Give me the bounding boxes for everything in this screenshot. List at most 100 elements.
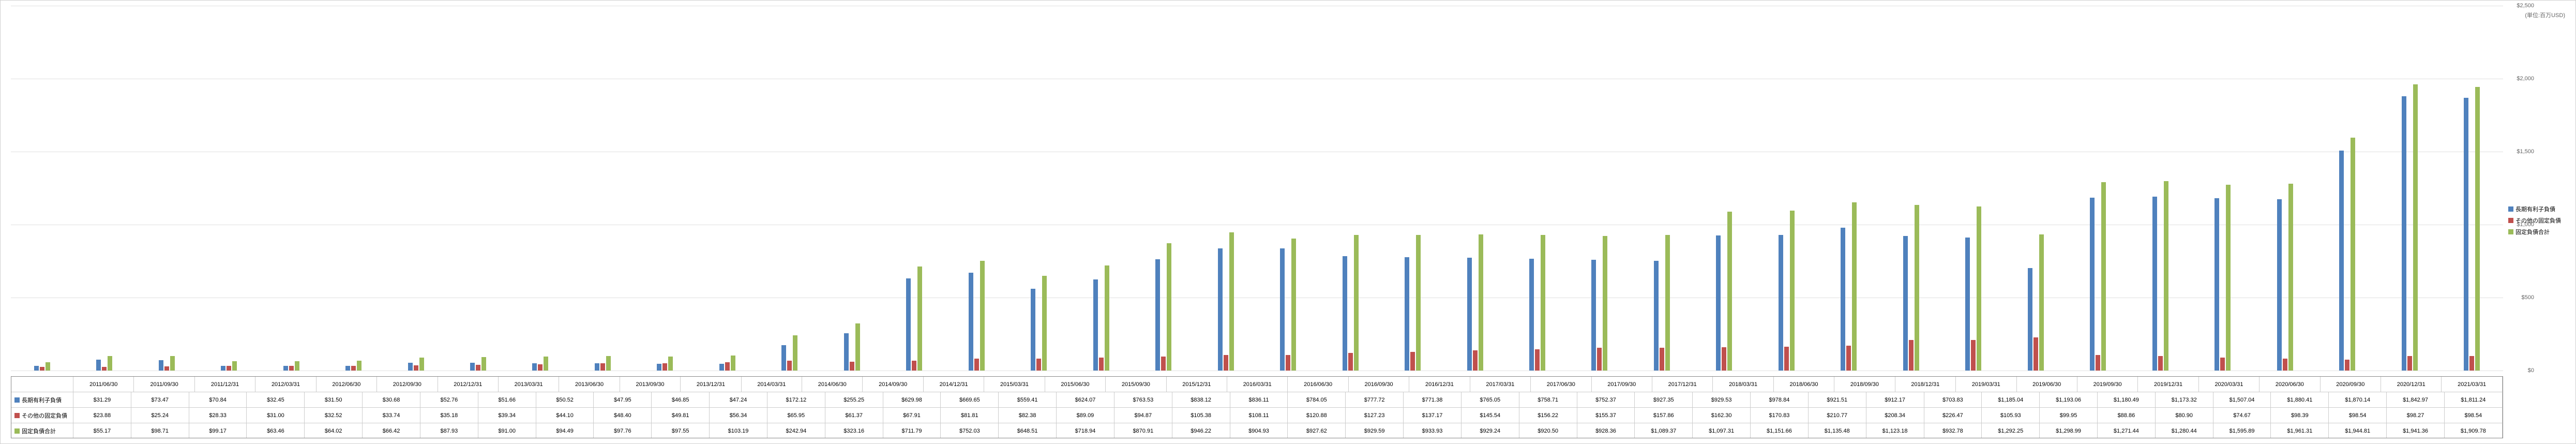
bar[interactable]: [2101, 182, 2106, 371]
bar[interactable]: [2339, 151, 2344, 371]
bar[interactable]: [2028, 268, 2032, 371]
bar[interactable]: [2413, 84, 2418, 371]
bar[interactable]: [1909, 340, 1914, 371]
bar[interactable]: [1654, 261, 1659, 371]
bar[interactable]: [1416, 235, 1421, 371]
bar[interactable]: [1965, 238, 1970, 371]
bar[interactable]: [2464, 98, 2468, 371]
bar[interactable]: [1405, 257, 1409, 371]
bar[interactable]: [295, 361, 299, 371]
bar[interactable]: [2096, 355, 2100, 371]
bar[interactable]: [408, 363, 413, 371]
bar[interactable]: [1354, 235, 1359, 371]
bar[interactable]: [481, 357, 486, 371]
bar[interactable]: [1036, 359, 1041, 371]
bar[interactable]: [2345, 360, 2349, 371]
bar[interactable]: [2469, 356, 2474, 371]
bar[interactable]: [34, 366, 39, 371]
bar[interactable]: [221, 366, 225, 371]
bar[interactable]: [102, 367, 107, 371]
bar[interactable]: [544, 357, 548, 371]
bar[interactable]: [657, 364, 661, 371]
bar[interactable]: [2475, 87, 2480, 371]
bar[interactable]: [1218, 248, 1223, 371]
bar[interactable]: [1535, 349, 1540, 371]
bar[interactable]: [414, 365, 418, 371]
bar[interactable]: [595, 363, 599, 371]
bar[interactable]: [1727, 212, 1732, 371]
bar[interactable]: [1042, 276, 1047, 371]
legend-item[interactable]: その他の固定負債: [2508, 216, 2570, 225]
bar[interactable]: [1105, 265, 1109, 371]
bar[interactable]: [725, 362, 730, 371]
bar[interactable]: [1841, 228, 1845, 371]
bar[interactable]: [232, 361, 237, 371]
bar[interactable]: [1529, 259, 1534, 371]
bar[interactable]: [227, 366, 231, 371]
bar[interactable]: [2090, 198, 2095, 371]
bar[interactable]: [1716, 235, 1721, 371]
bar[interactable]: [1167, 243, 1171, 371]
bar[interactable]: [159, 360, 163, 371]
bar[interactable]: [1229, 232, 1234, 371]
bar[interactable]: [1410, 352, 1415, 371]
bar[interactable]: [600, 363, 605, 371]
bar[interactable]: [345, 366, 350, 371]
bar[interactable]: [96, 360, 101, 371]
bar[interactable]: [2226, 185, 2231, 371]
bar[interactable]: [1665, 235, 1670, 371]
bar[interactable]: [1031, 289, 1035, 371]
bar[interactable]: [606, 356, 611, 371]
bar[interactable]: [662, 363, 667, 371]
bar[interactable]: [283, 366, 288, 371]
bar[interactable]: [289, 366, 294, 371]
bar[interactable]: [470, 363, 475, 371]
bar[interactable]: [917, 267, 922, 371]
bar[interactable]: [1291, 239, 1296, 371]
bar[interactable]: [1784, 347, 1789, 371]
bar[interactable]: [1852, 202, 1857, 371]
bar[interactable]: [1846, 346, 1851, 371]
bar[interactable]: [980, 261, 985, 371]
bar[interactable]: [1280, 248, 1285, 371]
bar[interactable]: [351, 366, 356, 371]
bar[interactable]: [1348, 353, 1353, 371]
bar[interactable]: [850, 362, 854, 371]
bar[interactable]: [2407, 356, 2412, 371]
legend-item[interactable]: 固定負債合計: [2508, 228, 2570, 236]
bar[interactable]: [855, 323, 860, 371]
bar[interactable]: [2033, 337, 2038, 371]
bar[interactable]: [108, 356, 112, 371]
bar[interactable]: [719, 364, 724, 371]
bar[interactable]: [1903, 236, 1908, 371]
bar[interactable]: [1660, 348, 1664, 371]
bar[interactable]: [1343, 256, 1347, 371]
bar[interactable]: [906, 278, 911, 371]
bar[interactable]: [1915, 205, 1919, 371]
bar[interactable]: [1597, 348, 1602, 371]
bar[interactable]: [476, 365, 480, 371]
bar[interactable]: [170, 356, 175, 371]
bar[interactable]: [1286, 355, 1290, 371]
bar[interactable]: [357, 361, 361, 371]
bar[interactable]: [2277, 199, 2282, 371]
bar[interactable]: [2158, 356, 2163, 371]
bar[interactable]: [1603, 236, 1607, 371]
bar[interactable]: [2351, 138, 2355, 371]
bar[interactable]: [1099, 358, 1104, 371]
bar[interactable]: [2220, 358, 2225, 371]
bar[interactable]: [1224, 355, 1228, 371]
bar[interactable]: [419, 358, 424, 371]
bar[interactable]: [668, 357, 673, 371]
bar[interactable]: [1591, 260, 1596, 371]
bar[interactable]: [2164, 181, 2168, 371]
bar[interactable]: [844, 333, 849, 371]
bar[interactable]: [1779, 235, 1783, 371]
bar[interactable]: [538, 364, 543, 371]
bar[interactable]: [2152, 197, 2157, 371]
bar[interactable]: [532, 363, 537, 371]
bar[interactable]: [164, 366, 169, 371]
bar[interactable]: [1722, 347, 1726, 371]
bar[interactable]: [1155, 259, 1160, 371]
bar[interactable]: [1467, 258, 1472, 371]
